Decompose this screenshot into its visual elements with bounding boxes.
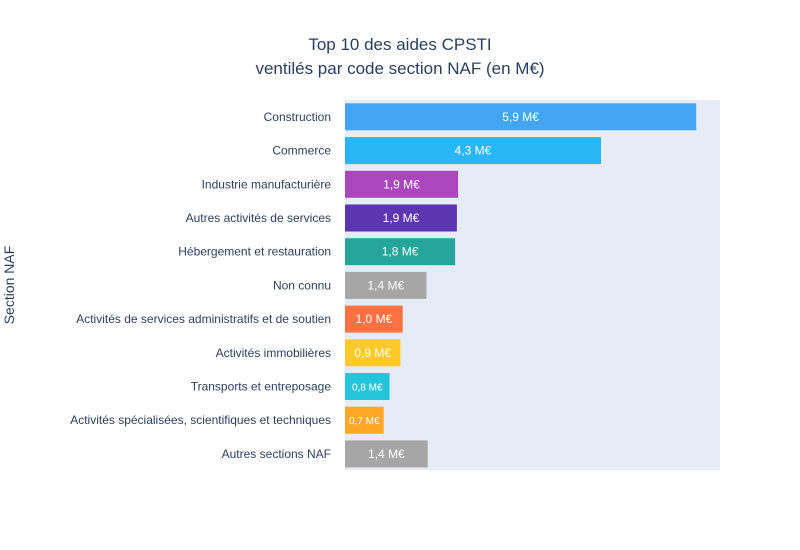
bar-value-label: 5,9 M€ <box>502 110 539 124</box>
category-tick-label: Activités de services administratifs et … <box>76 312 331 326</box>
chart-title-line-1: Top 10 des aides CPSTI <box>308 35 491 54</box>
bar <box>345 440 428 468</box>
bar <box>345 103 697 131</box>
category-tick-label: Non connu <box>273 278 331 292</box>
category-tick-label: Construction <box>264 110 331 124</box>
bar-value-label: 1,4 M€ <box>368 447 405 461</box>
bar <box>345 170 459 198</box>
bar <box>345 238 456 266</box>
category-tick-label: Autres activités de services <box>186 211 331 225</box>
bar-value-label: 1,9 M€ <box>383 177 420 191</box>
category-tick-label: Transports et entreposage <box>191 380 332 394</box>
bar <box>345 137 601 165</box>
bar <box>345 305 403 333</box>
category-tick-label: Activités immobilières <box>216 346 331 360</box>
bar-value-label: 1,9 M€ <box>383 211 420 225</box>
category-tick-label: Hébergement et restauration <box>178 245 331 259</box>
bar-value-label: 0,8 M€ <box>352 383 383 394</box>
category-tick-label: Activités spécialisées, scientifiques et… <box>70 413 331 427</box>
bar-value-label: 0,9 M€ <box>354 346 391 360</box>
bar <box>345 204 457 232</box>
y-axis-title: Section NAF <box>1 246 17 325</box>
bar-value-label: 1,4 M€ <box>367 278 404 292</box>
bar-value-label: 1,0 M€ <box>356 312 393 326</box>
bar-value-label: 0,7 M€ <box>349 416 380 427</box>
bar-value-label: 1,8 M€ <box>382 245 419 259</box>
category-tick-label: Autres sections NAF <box>222 447 331 461</box>
category-tick-label: Commerce <box>272 144 331 158</box>
bar <box>345 339 401 367</box>
chart-title-line-2: ventilés par code section NAF (en M€) <box>255 59 544 78</box>
bar <box>345 271 427 299</box>
bars-group: 5,9 M€ Construction 4,3 M€ Commerce 1,9 M€ In… <box>70 103 697 468</box>
bar <box>345 406 384 434</box>
bar <box>345 373 390 400</box>
bar-value-label: 4,3 M€ <box>455 144 492 158</box>
category-tick-label: Industrie manufacturière <box>202 177 332 191</box>
